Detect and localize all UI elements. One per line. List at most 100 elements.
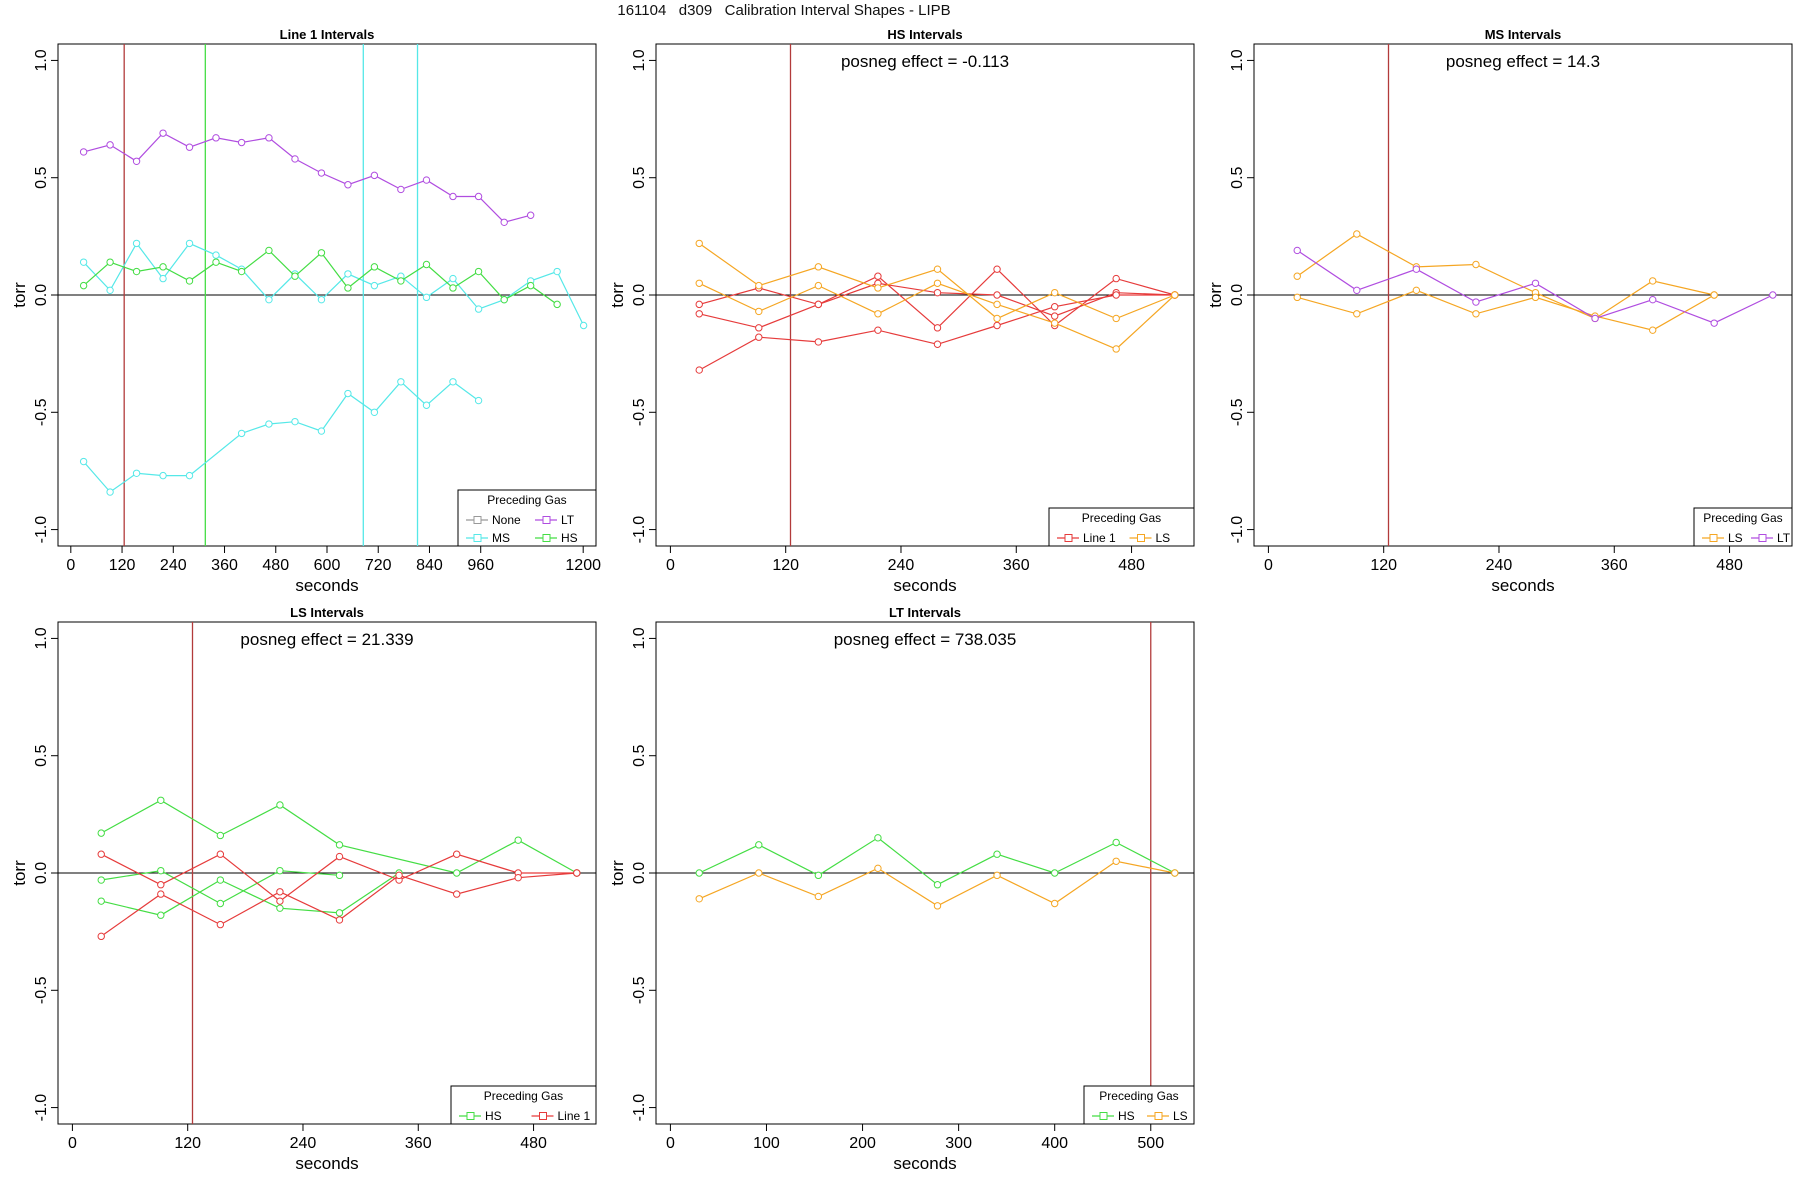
- data-point: [1648, 277, 1657, 285]
- data-point: [1112, 345, 1120, 353]
- data-point: [449, 192, 457, 201]
- data-point: [1050, 869, 1059, 877]
- y-tick-label: 0.5: [631, 166, 648, 188]
- legend-swatch-marker: [542, 534, 551, 542]
- plot-area: [1254, 44, 1792, 546]
- y-tick-label: 0.5: [631, 744, 648, 766]
- x-axis-label: seconds: [893, 576, 956, 595]
- data-point: [422, 293, 431, 302]
- data-point: [874, 284, 882, 292]
- data-point: [106, 286, 114, 295]
- series-line: [101, 872, 400, 916]
- data-point: [276, 904, 284, 912]
- chart-panel: Line 1 Intervals seconds torr 0 120 240 360 480…: [10, 27, 601, 595]
- legend-entry: HS: [485, 1109, 502, 1123]
- x-tick-label: 360: [1003, 557, 1030, 574]
- posneg-annotation: posneg effect = 21.339: [240, 630, 413, 649]
- posneg-annotation: posneg effect = -0.113: [841, 52, 1009, 71]
- data-point: [1412, 265, 1421, 273]
- data-point: [276, 897, 284, 905]
- legend-swatch-marker: [1064, 534, 1073, 542]
- data-point: [212, 251, 220, 259]
- data-point: [106, 488, 114, 496]
- data-point: [317, 295, 326, 304]
- data-point: [335, 909, 344, 917]
- data-point: [159, 263, 167, 271]
- panel-title: HS Intervals: [887, 27, 962, 42]
- x-tick-label: 0: [1264, 557, 1273, 574]
- data-point: [370, 263, 379, 271]
- y-tick-label: -0.5: [33, 976, 50, 1004]
- series-line: [101, 870, 340, 905]
- x-tick-label: 360: [1601, 557, 1628, 574]
- data-point: [79, 281, 88, 290]
- series-line: [1296, 233, 1715, 320]
- data-point: [993, 321, 1001, 330]
- data-point: [370, 281, 379, 290]
- legend-entry: None: [492, 513, 521, 527]
- y-tick-label: 0.0: [33, 284, 50, 306]
- data-point: [132, 267, 141, 276]
- legend-title: Preceding Gas: [484, 1089, 563, 1103]
- data-point: [335, 916, 344, 924]
- legend: Preceding Gas None LT MS HS: [457, 489, 597, 547]
- data-point: [344, 389, 352, 398]
- data-point: [449, 378, 457, 386]
- y-tick-label: 1.0: [33, 49, 50, 71]
- legend-title: Preceding Gas: [1099, 1089, 1178, 1103]
- data-point: [452, 869, 461, 877]
- legend-entry: HS: [1118, 1109, 1135, 1123]
- data-point: [395, 871, 403, 880]
- panel-title: MS Intervals: [1485, 27, 1562, 42]
- x-tick-label: 400: [1041, 1135, 1068, 1152]
- data-point: [216, 831, 225, 840]
- series-line: [83, 132, 531, 223]
- data-point: [452, 850, 461, 858]
- data-point: [474, 396, 483, 405]
- series-line: [100, 799, 578, 874]
- data-point: [1531, 279, 1540, 287]
- data-point: [79, 148, 88, 156]
- data-point: [814, 263, 823, 271]
- legend-swatch-marker: [542, 516, 551, 524]
- data-point: [449, 284, 457, 292]
- data-point: [212, 134, 220, 142]
- y-tick-label: 0.5: [33, 744, 50, 766]
- y-axis-label: torr: [1206, 282, 1225, 308]
- legend-entry: HS: [561, 531, 578, 545]
- data-point: [335, 841, 344, 849]
- data-point: [993, 850, 1001, 858]
- x-tick-label: 1200: [565, 557, 601, 574]
- x-tick-label: 240: [160, 557, 187, 574]
- data-point: [814, 281, 823, 290]
- data-point: [212, 258, 220, 266]
- data-point: [422, 176, 431, 184]
- data-point: [1293, 272, 1301, 280]
- data-point: [474, 305, 483, 313]
- y-axis-label: torr: [608, 282, 627, 308]
- data-point: [874, 310, 882, 318]
- data-point: [553, 300, 561, 309]
- x-tick-label: 240: [888, 557, 915, 574]
- data-point: [874, 864, 882, 873]
- data-point: [1531, 293, 1540, 302]
- data-point: [157, 866, 165, 875]
- data-point: [97, 876, 105, 884]
- data-point: [579, 321, 588, 330]
- data-point: [397, 277, 405, 285]
- data-point: [1050, 312, 1059, 320]
- legend-swatch-marker: [1758, 534, 1767, 542]
- legend-swatch-marker: [473, 534, 482, 542]
- data-point: [185, 471, 194, 480]
- data-point: [526, 281, 535, 290]
- data-point: [185, 143, 194, 151]
- plot-area: [58, 44, 596, 546]
- data-point: [755, 333, 763, 341]
- data-point: [755, 841, 763, 849]
- series-line: [699, 268, 1175, 329]
- x-tick-label: 840: [416, 557, 443, 574]
- data-point: [695, 279, 703, 287]
- data-point: [1112, 857, 1120, 865]
- data-point: [397, 378, 405, 386]
